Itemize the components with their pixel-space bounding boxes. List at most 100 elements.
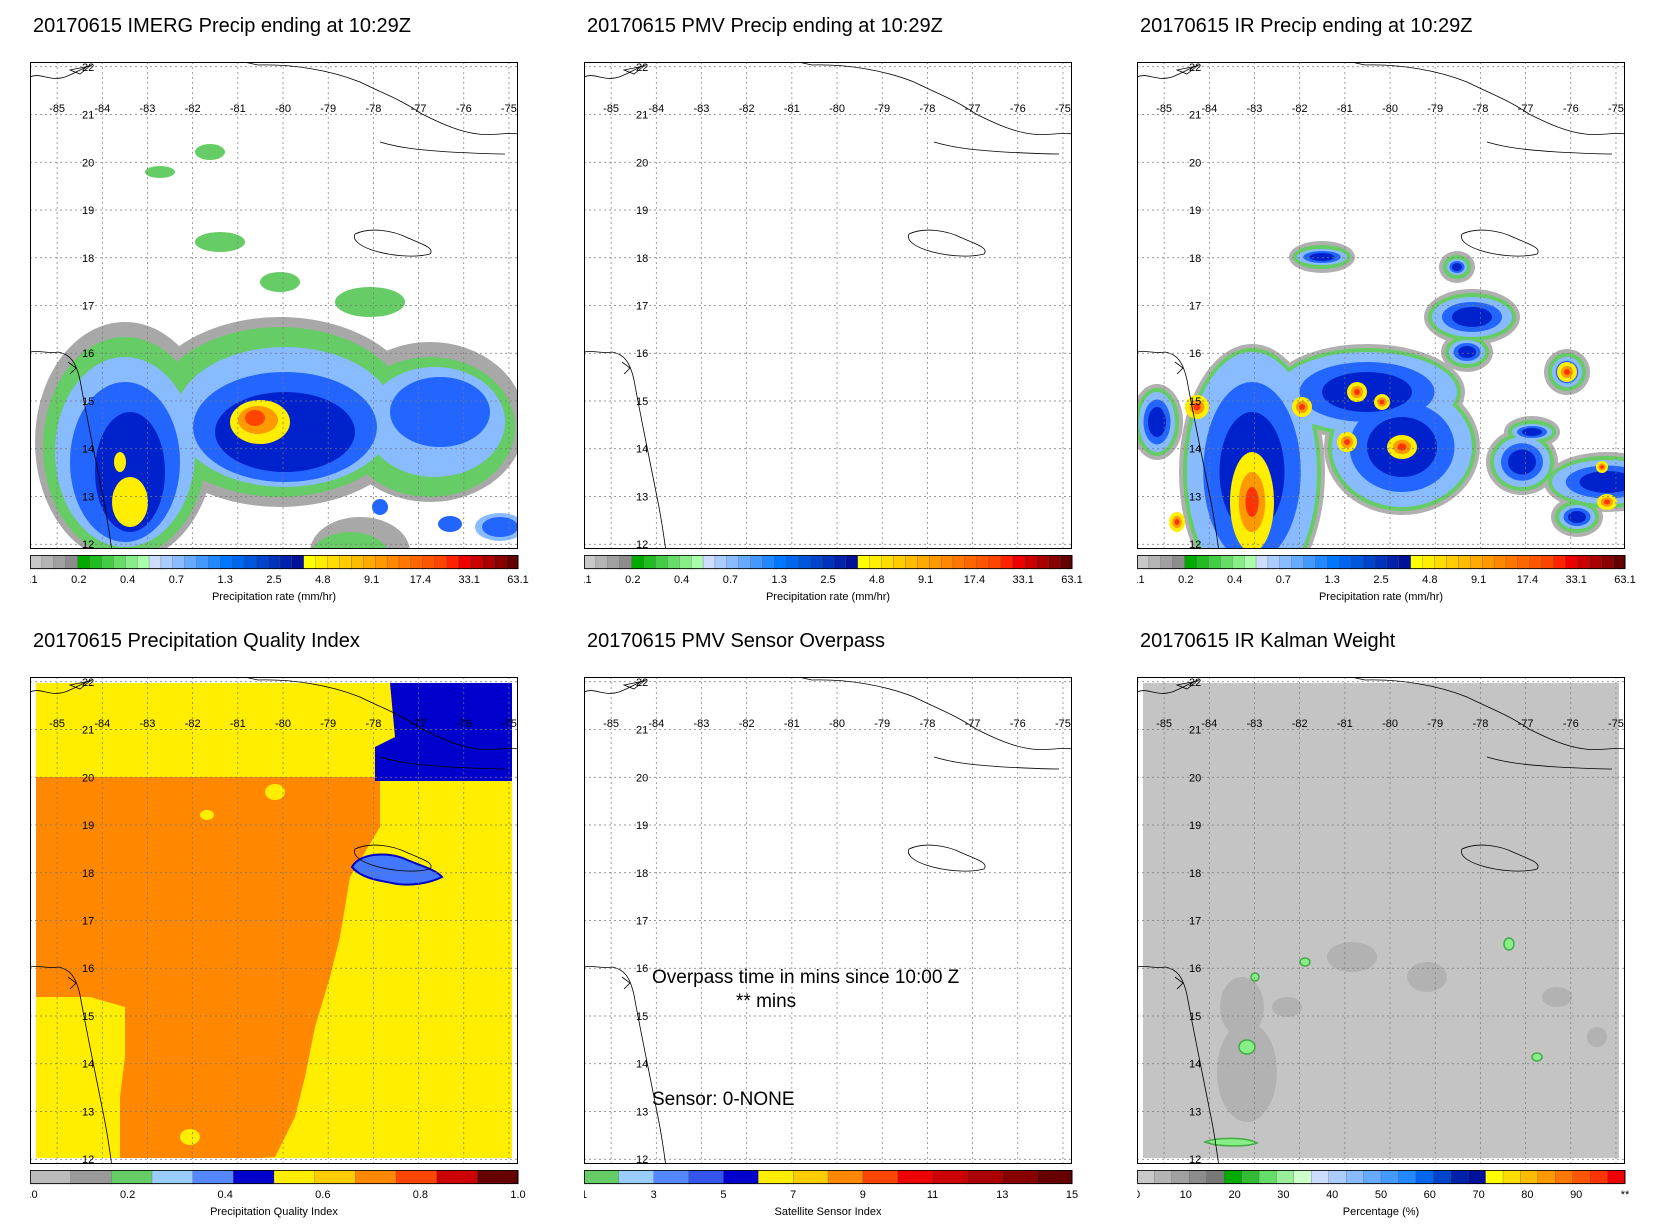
colorbar-swatch [1196, 555, 1210, 570]
panel-pmv: 20170615 PMV Precip ending at 10:29Z -85-… [584, 15, 1092, 615]
colorbar-swatch [422, 555, 436, 570]
graticule [1137, 62, 1625, 549]
colorbar-swatch [967, 1170, 1003, 1185]
lat-labels: 22 21 20 19 18 17 16 15 14 13 12 [82, 677, 94, 1164]
lat-label: 13 [82, 491, 94, 503]
colorbar-tick: 0 [1137, 1189, 1140, 1201]
map-frame [584, 62, 1072, 549]
precip-intense [1600, 465, 1604, 469]
colorbar-swatch [113, 555, 126, 570]
map-imerg: -85 -84 -83 -82 -81 -80 -79 -78 -77 -76 -75 22 21 20 1… [30, 62, 518, 549]
precip-very-heavy [1568, 511, 1586, 523]
colorbar-swatch [1223, 1170, 1243, 1185]
jamaica [353, 229, 432, 257]
lon-label: -82 [739, 103, 755, 115]
colorbar-tick: 0.8 [413, 1189, 428, 1201]
colorbar-swatch [1036, 1170, 1073, 1185]
colorbar-swatch [723, 1170, 759, 1185]
lat-label: 18 [1189, 253, 1201, 265]
lon-label: -78 [1472, 103, 1488, 115]
precip-light [145, 166, 175, 178]
lon-labels: -85 -84 -83 -82 -81 -80 -79 -78 -77 -76 -75 [49, 103, 517, 115]
lon-label: -78 [1472, 718, 1488, 730]
colorbar-swatch [410, 555, 424, 570]
colorbar-tick: 30 [1277, 1189, 1289, 1201]
colorbar-swatch [41, 555, 55, 570]
lon-label: -80 [1382, 718, 1398, 730]
colorbar-swatch [655, 555, 668, 570]
colorbar-tick: 4.8 [315, 574, 330, 586]
colorbar-swatch [862, 1170, 899, 1185]
lon-label: -79 [320, 103, 336, 115]
colorbar-tick: 0.2 [120, 1189, 135, 1201]
lon-label: -76 [1563, 718, 1579, 730]
colorbar-swatch [1048, 555, 1061, 570]
lat-labels: 22 21 20 19 18 17 16 15 14 13 12 [82, 62, 94, 549]
colorbar-swatch [267, 555, 281, 570]
precip-intense [1245, 487, 1259, 517]
bay-islands [621, 976, 631, 990]
colorbar-swatch [690, 555, 704, 570]
graticule [584, 62, 1072, 549]
colorbar-swatch [314, 1170, 356, 1185]
lon-label: -80 [829, 718, 845, 730]
lat-label: 17 [1189, 916, 1201, 928]
colorbar-swatch [762, 555, 776, 570]
colorbar-swatch [881, 555, 895, 570]
colorbar-swatch [845, 555, 859, 570]
colorbar-swatch [125, 555, 138, 570]
map-canvas: -85 -84 -83 -82 -81 -80 -79 -78 -77 -76 -75 22 21 20 1… [1137, 62, 1625, 549]
lat-label: 17 [636, 301, 648, 313]
lon-label: -75 [1608, 718, 1624, 730]
colorbar-swatch [905, 555, 918, 570]
pqi-high [180, 1129, 200, 1145]
colorbar-swatch [395, 1170, 438, 1185]
colorbar-swatch [1612, 555, 1626, 570]
graticule [584, 677, 1072, 1164]
lat-label: 16 [1189, 348, 1201, 360]
colorbar-swatch [1380, 1170, 1400, 1185]
colorbar-tick: 13 [996, 1189, 1008, 1201]
lon-label: -82 [1292, 103, 1308, 115]
lat-label: 17 [636, 916, 648, 928]
colorbar-tick: 11 [927, 1189, 938, 1201]
colorbar-tick: 0.6 [315, 1189, 330, 1201]
lon-label: -84 [94, 103, 110, 115]
colorbar-swatch [619, 555, 633, 570]
cuba-south-coast [1486, 756, 1613, 770]
colorbar-swatch [964, 555, 978, 570]
lat-label: 15 [636, 1011, 648, 1023]
colorbar-tick: 50 [1375, 1189, 1387, 1201]
colorbar-swatch [738, 555, 752, 570]
colorbar-swatch [30, 1170, 72, 1185]
colorbar-swatch [857, 555, 871, 570]
lon-label: -79 [1427, 718, 1443, 730]
lat-label: 20 [1189, 772, 1201, 784]
panel-ir: 20170615 IR Precip ending at 10:29Z -85 -8… [1137, 15, 1645, 615]
lat-label: 22 [82, 62, 94, 74]
coastline [584, 677, 1072, 1164]
colorbar-swatch [1467, 1170, 1487, 1185]
colorbar-swatch [1541, 555, 1555, 570]
colorbar-swatch [111, 1170, 153, 1185]
lon-label: -78 [365, 103, 381, 115]
colorbar-swatch [1315, 555, 1329, 570]
colorbar-swatch [1137, 555, 1150, 570]
colorbar-tick: 9.1 [918, 574, 933, 586]
isla-mujeres [68, 65, 91, 75]
colorbar-swatch [1220, 555, 1233, 570]
colorbar-tick: 40 [1326, 1189, 1338, 1201]
colorbar-swatch [172, 555, 186, 570]
colorbar-swatch [53, 555, 67, 570]
colorbar-frame [30, 555, 518, 569]
colorbar-swatch [136, 555, 150, 570]
colorbar-tick: 15 [1066, 1189, 1078, 1201]
map-ir: -85 -84 -83 -82 -81 -80 -79 -78 -77 -76 -75 22 21 20 1… [1137, 62, 1625, 549]
colorbar-swatch [1255, 555, 1269, 570]
colorbar: 0 10 20 30 40 50 60 70 80 90 ** [1137, 1170, 1645, 1214]
colorbar-swatch [702, 555, 716, 570]
colorbar-swatch [1502, 1170, 1522, 1185]
lat-label: 12 [1189, 539, 1201, 549]
colorbar-swatch [869, 555, 883, 570]
lat-label: 17 [1189, 301, 1201, 313]
